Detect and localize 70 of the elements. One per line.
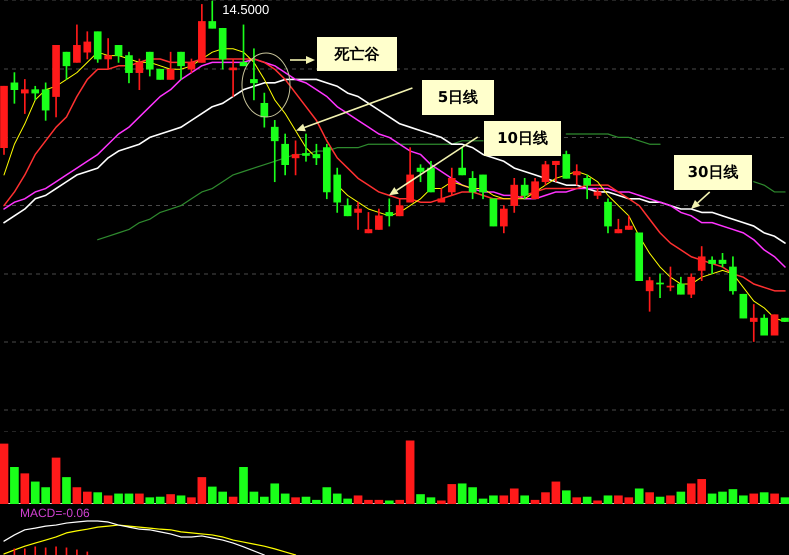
bar — [72, 487, 82, 504]
bar — [697, 479, 706, 504]
candlestick — [292, 140, 300, 176]
bar — [82, 492, 92, 504]
bar — [780, 497, 789, 504]
candlestick — [666, 266, 674, 292]
annotation: 死亡谷 — [334, 44, 380, 62]
bar — [343, 498, 352, 504]
bar — [322, 487, 332, 504]
bar — [384, 500, 394, 504]
annotation: 10日线 — [497, 129, 548, 147]
bar — [406, 440, 414, 504]
callout: 5日线 — [422, 80, 494, 115]
bar — [135, 494, 144, 504]
bar — [30, 482, 40, 504]
bar — [332, 494, 342, 504]
candlestick — [354, 202, 362, 230]
bar — [156, 496, 165, 504]
bar — [676, 492, 686, 504]
bar — [520, 495, 529, 504]
bar — [104, 495, 112, 504]
text: MACD=-0.06 — [20, 506, 90, 520]
bar — [145, 497, 154, 504]
bar — [614, 495, 623, 504]
bar — [291, 497, 300, 504]
callout: 死亡谷 — [317, 37, 397, 71]
bar — [218, 492, 228, 504]
bar — [41, 487, 50, 504]
bar — [62, 477, 71, 504]
bar — [228, 496, 238, 504]
bar — [510, 488, 519, 504]
bar — [500, 495, 508, 504]
bar — [458, 483, 467, 504]
bar — [0, 444, 8, 504]
callout: 10日线 — [484, 121, 561, 156]
bar — [666, 495, 675, 504]
bar — [582, 496, 592, 504]
bar — [280, 494, 290, 504]
bar — [52, 458, 60, 504]
bar — [437, 500, 446, 504]
bar — [562, 490, 571, 504]
bar — [645, 492, 654, 504]
bar — [93, 492, 102, 504]
annotation: 5日线 — [438, 88, 478, 106]
bar — [10, 467, 19, 504]
bar — [686, 483, 696, 504]
bar — [447, 484, 456, 504]
candlestick — [656, 273, 664, 298]
bar — [20, 473, 30, 504]
annotation: 14.5000 — [222, 2, 270, 18]
annotation: 30日线 — [688, 163, 738, 181]
bar — [604, 495, 612, 504]
bar — [395, 500, 404, 504]
bar — [270, 483, 280, 504]
bar — [166, 494, 175, 504]
bar — [208, 486, 217, 504]
bar — [176, 495, 186, 504]
candlestick — [364, 212, 372, 234]
callout: 30日线 — [674, 155, 752, 190]
bar — [770, 494, 779, 504]
bar — [760, 492, 769, 504]
bar — [749, 494, 758, 504]
candlestick — [302, 134, 310, 162]
bar — [593, 500, 602, 504]
bar — [656, 496, 664, 504]
candlestick — [240, 24, 248, 66]
bar — [572, 497, 582, 504]
bar — [624, 497, 634, 504]
bar — [634, 488, 644, 504]
candlestick — [250, 48, 258, 100]
